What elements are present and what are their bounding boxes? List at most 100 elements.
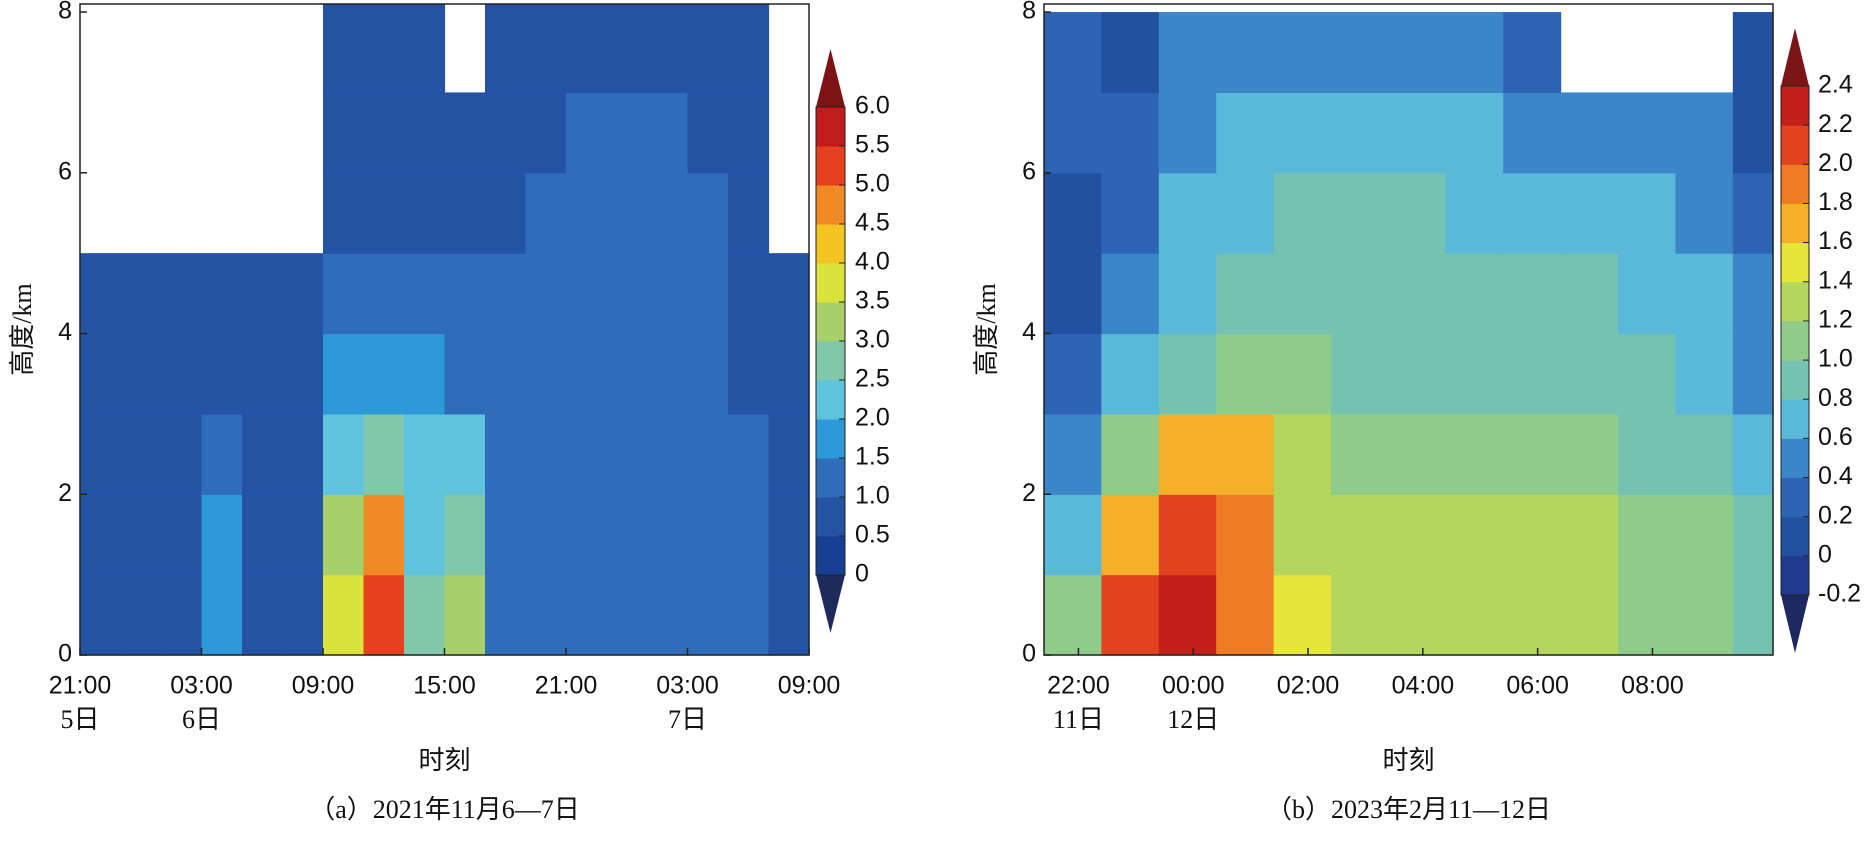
colorbar-segment [1781, 516, 1809, 557]
colorbar-segment [816, 380, 845, 420]
contour-cell [1560, 494, 1619, 576]
colorbar-segment [816, 419, 845, 459]
colorbar-label: 1.0 [855, 482, 890, 510]
contour-cell [525, 494, 567, 576]
contour-cell [242, 413, 284, 495]
contour-cell [1044, 574, 1103, 656]
contour-cell [485, 4, 527, 94]
contour-cell [404, 4, 446, 94]
colorbar-segment [1781, 477, 1809, 518]
plot-frame [1043, 3, 1774, 656]
contour-cell [282, 413, 324, 495]
colorbar-label: 2.0 [855, 404, 890, 432]
contour-cell [363, 4, 405, 94]
contour-cell [404, 333, 446, 415]
contour-cell [1331, 172, 1390, 254]
contour-cell [728, 4, 770, 94]
contour-cell [363, 333, 405, 415]
contour-cell [647, 494, 689, 576]
contour-cell [1445, 172, 1504, 254]
colorbar-label: 4.5 [855, 209, 890, 237]
contour-cell [1503, 494, 1562, 576]
contour-cell [1388, 333, 1447, 415]
contour-cell [1560, 333, 1619, 415]
colorbar-segment [816, 458, 845, 498]
contour-cell [1044, 92, 1103, 174]
contour-cell [1560, 172, 1619, 254]
contour-cell [282, 333, 324, 415]
contour-cell [1445, 92, 1504, 174]
contour-cell [282, 574, 324, 656]
contour-cell [242, 494, 284, 576]
contour-cell [1560, 253, 1619, 335]
colorbar-segment [816, 107, 845, 147]
contour-cell [1273, 333, 1332, 415]
contour-cell [80, 574, 122, 656]
x-tick-label: 04:00 [1392, 672, 1455, 700]
colorbar-label: 1.5 [855, 443, 890, 471]
contour-cell [566, 4, 608, 94]
contour-cell [606, 574, 648, 656]
contour-cell [566, 574, 608, 656]
contour-cell [1331, 92, 1390, 174]
contour-cell [1044, 12, 1103, 94]
x-day-label: 7日 [668, 705, 707, 734]
contour-cell [323, 574, 365, 656]
x-tick-label: 00:00 [1162, 672, 1225, 700]
contour-cell [444, 413, 486, 495]
contour-cell [1101, 172, 1160, 254]
contour-cell [687, 253, 729, 335]
x-tick-label: 09:00 [778, 672, 841, 700]
colorbar-label: 0 [1818, 540, 1832, 568]
contour-cell [323, 92, 365, 174]
colorbar-label: 1.8 [1818, 188, 1853, 216]
contour-cell [1675, 494, 1734, 576]
y-tick-label: 4 [58, 318, 72, 346]
contour-cell [485, 172, 527, 254]
colorbar-segment [816, 302, 845, 342]
y-axis-label: 高度/km [8, 283, 37, 375]
contour-cell [80, 413, 122, 495]
contour-cell [647, 172, 689, 254]
contour-cell [363, 253, 405, 335]
contour-cell [1331, 574, 1390, 656]
colorbar-segment [816, 146, 845, 186]
contour-cell [1216, 12, 1275, 94]
contour-cell [323, 333, 365, 415]
contour-cell [363, 574, 405, 656]
colorbar-segment [1781, 555, 1809, 596]
contour-cell [1273, 172, 1332, 254]
colorbar-segment [1781, 399, 1809, 439]
contour-cell [768, 574, 810, 656]
contour-cell [1101, 574, 1160, 656]
contour-cell [525, 333, 567, 415]
contour-cell [404, 253, 446, 335]
colorbar-segment [1781, 320, 1809, 361]
x-axis-label: 时刻 [1382, 746, 1434, 775]
contour-cell [323, 172, 365, 254]
contour-cell [80, 333, 122, 415]
contour-cell [566, 413, 608, 495]
contour-cell [1503, 253, 1562, 335]
contour-cell [1732, 333, 1774, 415]
contour-cell [1216, 92, 1275, 174]
contour-cell [1445, 413, 1504, 495]
contour-cell [606, 92, 648, 174]
y-tick-label: 6 [58, 157, 72, 185]
x-day-label: 11日 [1053, 705, 1104, 734]
colorbar-segment [1781, 438, 1809, 479]
contour-cell [1216, 413, 1275, 495]
contour-cell [1158, 494, 1217, 576]
y-tick-label: 6 [1022, 157, 1036, 185]
contour-cell [1216, 172, 1275, 254]
contour-cell [80, 253, 122, 335]
contour-cell [1618, 494, 1677, 576]
contour-cell [1618, 92, 1677, 174]
contour-cell [1503, 413, 1562, 495]
contour-cell [1618, 413, 1677, 495]
contour-cell [1101, 12, 1160, 94]
contour-cell [566, 92, 608, 174]
colorbar-label: 1.6 [1818, 227, 1853, 255]
contour-cell [1675, 92, 1734, 174]
contour-cell [606, 172, 648, 254]
